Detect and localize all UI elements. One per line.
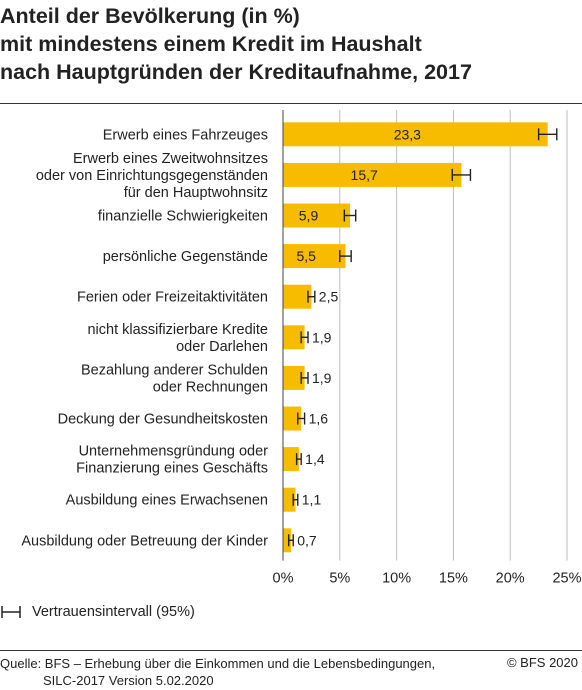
legend-label: Vertrauensintervall (95%) — [32, 604, 195, 620]
bar — [283, 122, 548, 147]
confidence-interval-icon — [1, 606, 21, 618]
x-tick-label: 5% — [329, 571, 350, 587]
data-label: 0,7 — [297, 532, 317, 548]
category-label: Ausbildung eines Erwachsenen — [66, 493, 268, 509]
x-tick-label: 0% — [273, 571, 294, 587]
category-label: Erwerb eines Zweitwohnsitzes oder von Ein… — [36, 151, 268, 201]
chart-title: Anteil der Bevölkerung (in %) mit mindes… — [0, 2, 582, 86]
data-label: 1,9 — [312, 329, 332, 345]
bar — [283, 447, 299, 472]
data-label: 1,6 — [309, 411, 329, 427]
bar — [283, 325, 305, 350]
bar — [283, 284, 312, 309]
data-label: 1,9 — [312, 370, 332, 386]
footer-divider — [0, 650, 582, 651]
category-label: Ausbildung oder Betreuung der Kinder — [21, 533, 268, 549]
bar — [283, 365, 305, 390]
x-tick-label: 25% — [552, 571, 581, 587]
title-line-3: nach Hauptgründen der Kreditaufnahme, 20… — [0, 60, 472, 84]
data-label: 1,1 — [302, 492, 322, 508]
legend: Vertrauensintervall (95%) — [0, 604, 195, 620]
copyright: © BFS 2020 — [506, 655, 578, 670]
category-label: nicht klassifizierbare Kredite oder Darle… — [87, 322, 268, 355]
x-tick-label: 10% — [382, 571, 411, 587]
title-line-2: mit mindestens einem Kredit im Haushalt — [0, 32, 422, 56]
bar — [283, 406, 302, 431]
data-label: 5,9 — [299, 208, 319, 224]
data-label: 1,4 — [305, 451, 325, 467]
bar — [283, 162, 462, 187]
category-label: Deckung der Gesundheitskosten — [58, 412, 268, 428]
title-divider — [0, 103, 582, 104]
category-label: Erwerb eines Fahrzeuges — [103, 127, 268, 143]
x-tick-label: 15% — [439, 571, 468, 587]
source-note: Quelle: BFS – Erhebung über die Einkomme… — [0, 655, 435, 689]
category-label: Bezahlung anderer Schulden oder Rechnunge… — [81, 362, 268, 395]
bar-chart: 23,3 Erwerb eines Fahrzeuges 15,7 Erwerb ei… — [21, 110, 582, 587]
data-label: 2,5 — [319, 289, 339, 305]
category-label: Unternehmensgründung oder Finanzierung ei… — [76, 444, 268, 477]
data-label: 5,5 — [297, 248, 317, 264]
bar — [283, 203, 351, 228]
bar — [283, 528, 291, 553]
data-label: 15,7 — [351, 167, 378, 183]
category-label: Ferien oder Freizeitaktivitäten — [77, 290, 268, 306]
bar — [283, 244, 346, 269]
source-line-2: SILC-2017 Version 5.02.2020 — [43, 673, 214, 688]
title-line-1: Anteil der Bevölkerung (in %) — [0, 4, 300, 28]
source-line-1: Quelle: BFS – Erhebung über die Einkomme… — [0, 656, 436, 671]
category-label: persönliche Gegenstände — [103, 249, 268, 265]
x-tick-label: 20% — [496, 571, 525, 587]
data-label: 23,3 — [394, 126, 421, 142]
bar — [283, 487, 296, 512]
category-label: finanzielle Schwierigkeiten — [98, 209, 268, 225]
